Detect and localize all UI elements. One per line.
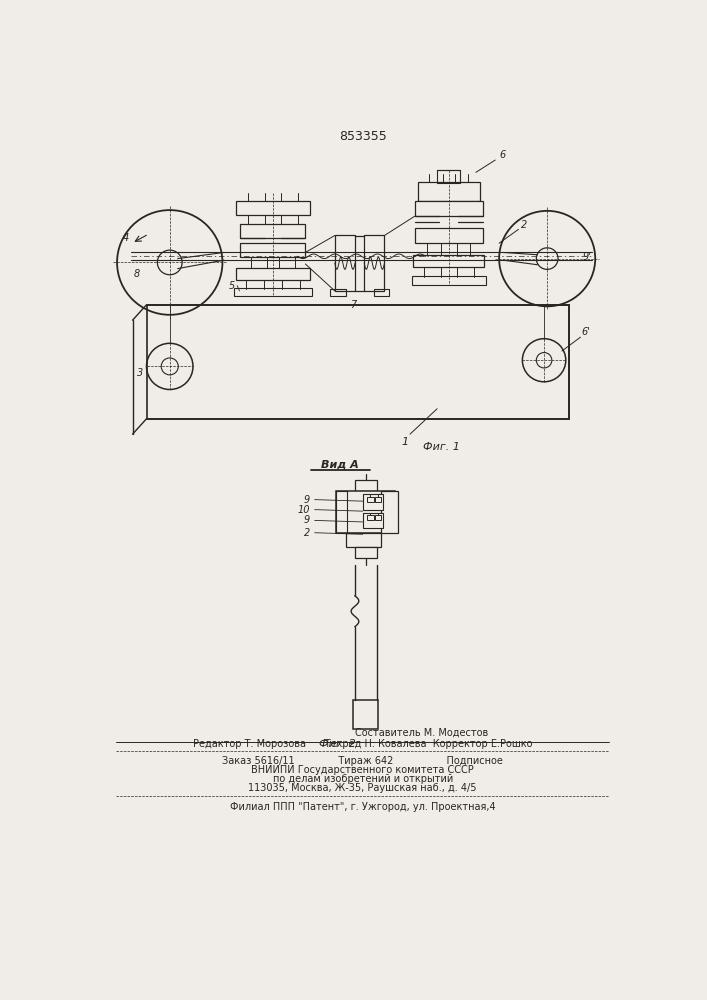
Text: 4: 4 — [122, 233, 129, 243]
Text: 3: 3 — [137, 368, 144, 378]
Bar — [363, 494, 383, 510]
Bar — [437, 170, 460, 183]
Text: ВНИИПИ Государственного комитета СССР: ВНИИПИ Государственного комитета СССР — [252, 765, 474, 775]
Bar — [240, 243, 305, 257]
Bar — [235, 201, 310, 215]
Text: 113035, Москва, Ж-35, Раушская наб., д. 4/5: 113035, Москва, Ж-35, Раушская наб., д. … — [248, 783, 477, 793]
Bar — [146, 305, 569, 419]
Text: 2: 2 — [521, 220, 527, 230]
Text: 8: 8 — [134, 269, 139, 279]
Text: 2: 2 — [304, 528, 310, 538]
Bar — [337, 491, 347, 533]
Bar — [375, 515, 381, 520]
Bar — [411, 276, 486, 285]
Text: Составитель М. Модестов: Составитель М. Модестов — [355, 728, 489, 738]
Text: 9: 9 — [304, 495, 310, 505]
Bar — [413, 255, 484, 267]
Text: 6: 6 — [500, 150, 506, 160]
Text: Фиг. 1: Фиг. 1 — [423, 442, 460, 452]
Text: по делам изобретений и открытий: по делам изобретений и открытий — [273, 774, 453, 784]
Bar — [375, 497, 381, 502]
Bar — [234, 288, 312, 296]
Bar — [355, 480, 377, 491]
Bar — [346, 533, 381, 547]
Text: 1: 1 — [401, 437, 408, 447]
Text: 10: 10 — [298, 505, 310, 515]
Text: Заказ 5616/11              Тираж 642                 Подписное: Заказ 5616/11 Тираж 642 Подписное — [222, 756, 503, 766]
Text: Филиал ППП "Патент", г. Ужгород, ул. Проектная,4: Филиал ППП "Патент", г. Ужгород, ул. Про… — [230, 802, 496, 812]
Text: Фиг. 2: Фиг. 2 — [320, 739, 356, 749]
Bar — [354, 700, 378, 729]
Text: 853355: 853355 — [339, 130, 387, 143]
Text: Вид А: Вид А — [322, 460, 359, 470]
Text: 7: 7 — [350, 300, 356, 310]
Bar — [414, 201, 483, 216]
Bar — [414, 228, 483, 243]
Bar — [418, 182, 480, 201]
Bar — [355, 547, 377, 558]
Text: Редактор Т. Морозова      Техред Н. Ковалева  Корректор Е.Рошко: Редактор Т. Морозова Техред Н. Ковалева … — [193, 739, 532, 749]
Bar — [364, 235, 385, 291]
Bar — [363, 513, 383, 528]
Bar — [335, 235, 355, 291]
Bar — [368, 515, 373, 520]
Bar — [381, 491, 398, 533]
Bar — [330, 289, 346, 296]
Bar — [235, 268, 310, 280]
Bar — [373, 289, 389, 296]
Text: 9': 9' — [583, 252, 591, 262]
Text: 9: 9 — [304, 515, 310, 525]
Bar — [240, 224, 305, 238]
Text: 5: 5 — [228, 281, 235, 291]
Bar — [337, 491, 395, 533]
Bar — [368, 497, 373, 502]
Text: 6': 6' — [581, 327, 590, 337]
